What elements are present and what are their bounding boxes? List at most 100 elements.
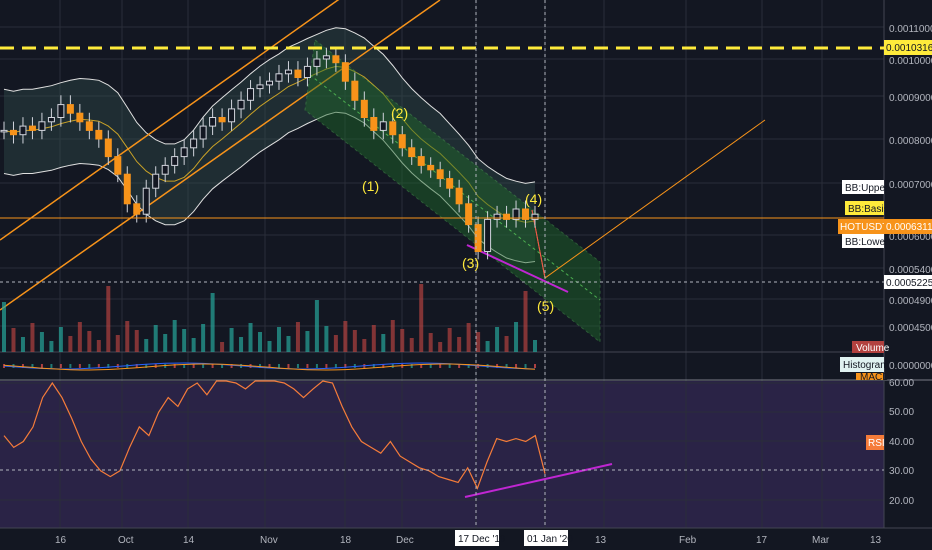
candle-body <box>199 125 207 140</box>
macd-histogram-bar <box>230 364 233 368</box>
svg-text:HOTUSDT: HOTUSDT <box>840 222 888 233</box>
macd-histogram-bar <box>69 364 72 368</box>
time-tick: Oct <box>118 535 134 546</box>
volume-bar <box>419 284 424 352</box>
rsi-label: RSI <box>866 435 885 450</box>
volume-bar <box>523 291 528 352</box>
macd-histogram-bar <box>467 364 470 368</box>
macd-histogram-bar <box>306 364 309 368</box>
volume-bar <box>409 338 414 352</box>
macd-histogram-bar <box>268 364 271 368</box>
candle-body <box>341 62 349 82</box>
wave-label-2: (2) <box>391 105 408 121</box>
volume-bar <box>295 322 300 352</box>
rsi-line <box>3 380 613 498</box>
wave5-projection <box>531 209 546 279</box>
candle-body <box>142 187 150 215</box>
volume-bar <box>144 339 149 352</box>
candle-body <box>256 84 264 90</box>
volume-bar <box>87 331 92 352</box>
candle-body <box>389 121 397 136</box>
volume-bar <box>201 324 206 352</box>
rsi-line-path <box>3 380 546 490</box>
volume-bar <box>428 333 433 352</box>
volume-bar <box>30 323 35 352</box>
macd-histogram-bar <box>372 364 375 368</box>
macd-histogram-bar <box>97 364 100 368</box>
volume-bar <box>191 338 196 352</box>
candle-body <box>284 69 292 75</box>
volume-bar <box>220 342 225 352</box>
volume-bar <box>125 321 130 352</box>
candle-body <box>427 164 435 171</box>
candle-body <box>57 104 65 118</box>
symbol-tag: HOTUSDT <box>838 219 888 234</box>
volume-bar <box>276 327 281 352</box>
histogram-label: Histogram <box>840 357 889 372</box>
svg-text:Volume: Volume <box>856 343 890 354</box>
volume-bar <box>182 329 187 352</box>
volume-bar <box>239 337 244 352</box>
candle-body <box>417 156 425 166</box>
volume-bar <box>39 332 44 352</box>
volume-bar <box>352 330 357 352</box>
volume-bar <box>533 340 537 352</box>
volume-bar <box>248 323 253 352</box>
time-tick: Nov <box>260 535 278 546</box>
macd-histogram-bar <box>259 364 262 368</box>
candle-body <box>114 156 122 175</box>
svg-text:0.0005225: 0.0005225 <box>886 278 932 289</box>
macd-histogram-bar <box>524 364 527 368</box>
rsi-tick: 20.00 <box>889 496 914 507</box>
macd-histogram-bar <box>221 364 224 368</box>
volume-bar <box>77 322 82 352</box>
candle-body <box>455 187 463 205</box>
candle-body <box>47 117 55 123</box>
candle-body <box>161 164 169 175</box>
macd-histogram-bar <box>505 364 508 368</box>
candle-body <box>85 121 93 131</box>
candle-body <box>512 208 520 220</box>
time-tick: 16 <box>55 535 67 546</box>
time-tick-crosshair: 01 Jan '20 <box>527 534 573 545</box>
svg-text:BB:Lower: BB:Lower <box>845 237 889 248</box>
candle-body <box>123 173 131 205</box>
svg-text:0.0010316: 0.0010316 <box>886 43 932 54</box>
volume-bar <box>514 322 519 352</box>
uptrend-channel-upper <box>0 0 340 241</box>
price-tick: 0.0008000 <box>889 136 932 147</box>
volume-bar <box>115 335 120 352</box>
candle-body <box>332 55 340 64</box>
volume-bar <box>457 337 462 352</box>
volume-bar <box>229 328 234 352</box>
crosshair-date-box <box>455 530 499 546</box>
time-tick: Feb <box>679 535 697 546</box>
candle-body <box>133 203 141 215</box>
downtrend-channel-mid <box>309 74 601 301</box>
macd-histogram-bar <box>296 364 299 368</box>
candle-body <box>303 65 311 79</box>
candle-body <box>190 138 198 149</box>
time-tick: 14 <box>183 535 195 546</box>
candles <box>0 47 539 260</box>
volume-bar <box>476 332 481 352</box>
price-tick: 0.0005400 <box>889 265 932 276</box>
candle-body <box>218 117 226 123</box>
macd-histogram-bar <box>382 364 385 368</box>
volume-bar <box>371 325 376 352</box>
rsi-tick: 30.00 <box>889 466 914 477</box>
volume-bar <box>466 323 471 352</box>
candle-body <box>0 129 8 133</box>
candle-body <box>484 218 492 252</box>
time-tick: 13 <box>595 535 607 546</box>
volume-bar <box>153 325 158 352</box>
candle-body <box>322 55 330 60</box>
volume-bar <box>286 336 291 352</box>
volume-bar <box>305 331 310 352</box>
price-tick: 0.0010000 <box>889 56 932 67</box>
candle-body <box>351 80 359 101</box>
time-tick: 13 <box>870 535 882 546</box>
time-tick-crosshair: 17 Dec '19 <box>458 534 506 545</box>
svg-text:RSI: RSI <box>868 438 885 449</box>
